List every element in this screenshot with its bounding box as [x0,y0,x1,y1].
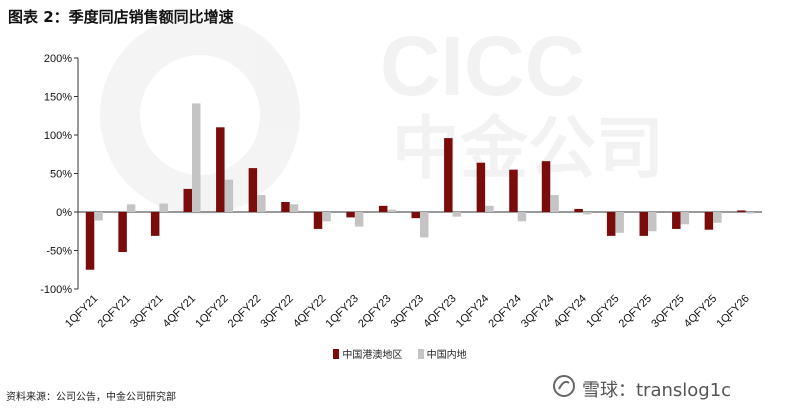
legend-label-mainland: 中国内地 [426,350,467,361]
x-tick-label: 2QFY25 [617,293,654,330]
x-tick-label: 3QFY23 [389,293,426,330]
bar-mainland-1QFY22 [224,179,234,212]
bar-mainland-4QFY22 [322,212,331,222]
watermark-logo-cn: 中金公司 [392,110,664,189]
bar-mainland-2QFY23 [387,209,396,212]
x-tick-label: 4QFY23 [421,293,458,330]
bar-hk-macau-3QFY24 [541,161,551,212]
bar-hk-macau-1QFY24 [476,162,486,212]
x-tick-label: 3QFY25 [649,293,686,330]
bar-hk-macau-3QFY23 [411,212,420,219]
y-tick-label: 50% [50,169,72,181]
bar-hk-macau-1QFY23 [346,212,355,218]
x-tick-label: 1QFY24 [454,293,491,330]
x-tick-label: 1QFY22 [193,293,230,330]
bar-mainland-1QFY23 [354,212,364,227]
bar-hk-macau-3QFY25 [672,212,681,229]
bar-hk-macau-2QFY25 [639,212,648,236]
bar-hk-macau-4QFY22 [313,212,323,229]
x-tick-label: 2QFY23 [356,293,393,330]
legend-item-hk-macau: 中国港澳地区 [333,346,402,361]
bar-mainland-4QFY24 [582,212,592,215]
bar-hk-macau-1QFY25 [606,212,616,236]
x-tick-label: 4QFY24 [552,293,589,330]
bar-mainland-4QFY25 [713,212,722,223]
x-tick-label: 2QFY24 [486,293,523,330]
bar-hk-macau-3QFY21 [150,212,160,236]
bar-hk-macau-4QFY21 [183,188,192,212]
x-tick-label: 2QFY22 [226,293,263,330]
bar-mainland-4QFY21 [192,103,201,212]
legend-swatch-mainland [417,349,424,359]
watermark-logo-text: CICC [380,19,585,113]
x-tick-label: 1QFY26 [714,293,751,330]
xueqiu-watermark: 雪球：translog1c [582,380,732,401]
legend: 中国港澳地区 中国内地 [0,346,800,361]
bar-mainland-3QFY21 [159,203,168,212]
x-tick-label: 1QFY23 [324,293,361,330]
bar-hk-macau-2QFY23 [378,205,388,212]
x-tick-label: 2QFY21 [96,293,133,330]
bar-hk-macau-2QFY22 [248,168,258,212]
bar-hk-macau-4QFY24 [574,208,583,212]
bar-mainland-2QFY24 [517,212,527,222]
x-tick-label: 4QFY22 [291,293,328,330]
bar-mainland-1QFY25 [615,212,624,233]
bar-mainland-2QFY21 [126,204,136,212]
xueqiu-logo-icon [553,375,575,397]
y-tick-label: 200% [44,53,72,65]
bar-mainland-3QFY22 [289,204,299,212]
bar-mainland-3QFY24 [550,195,559,212]
bar-mainland-2QFY22 [257,195,266,212]
bar-mainland-3QFY23 [420,212,429,238]
legend-item-mainland: 中国内地 [417,346,467,361]
y-tick-label: -50% [46,246,72,258]
x-tick-label: 1QFY25 [584,293,621,330]
y-tick-label: 0% [56,207,72,219]
legend-label-hk-macau: 中国港澳地区 [342,350,403,361]
legend-swatch-hk-macau [333,349,340,359]
x-tick-label: 3QFY24 [519,293,556,330]
bar-hk-macau-4QFY23 [444,138,453,212]
bar-mainland-3QFY25 [680,212,690,225]
y-tick-label: -100% [40,284,72,296]
y-tick-label: 150% [44,92,72,104]
bar-hk-macau-3QFY22 [281,201,290,212]
bar-hk-macau-2QFY21 [118,212,127,253]
x-tick-label: 4QFY25 [682,293,719,330]
bar-mainland-1QFY21 [94,212,103,221]
y-tick-label: 100% [44,130,72,142]
bar-hk-macau-2QFY24 [509,169,518,212]
bar-hk-macau-4QFY25 [704,212,714,230]
bar-mainland-2QFY25 [648,212,657,232]
x-tick-label: 3QFY21 [128,293,165,330]
bar-mainland-1QFY24 [485,205,494,212]
bar-mainland-4QFY23 [452,212,462,217]
source-note: 资料来源：公司公告，中金公司研究部 [6,392,176,403]
x-tick-label: 1QFY21 [63,293,100,330]
bar-mainland-1QFY26 [745,212,755,214]
bar-hk-macau-1QFY26 [737,210,746,212]
chart-title: 图表 2：季度同店销售额同比增速 [8,8,234,26]
bar-hk-macau-1QFY21 [85,212,95,270]
x-tick-label: 3QFY22 [258,293,295,330]
cicc-watermark: CICC 中金公司 [100,15,664,215]
bar-hk-macau-1QFY22 [216,127,225,212]
x-tick-label: 4QFY21 [161,293,198,330]
